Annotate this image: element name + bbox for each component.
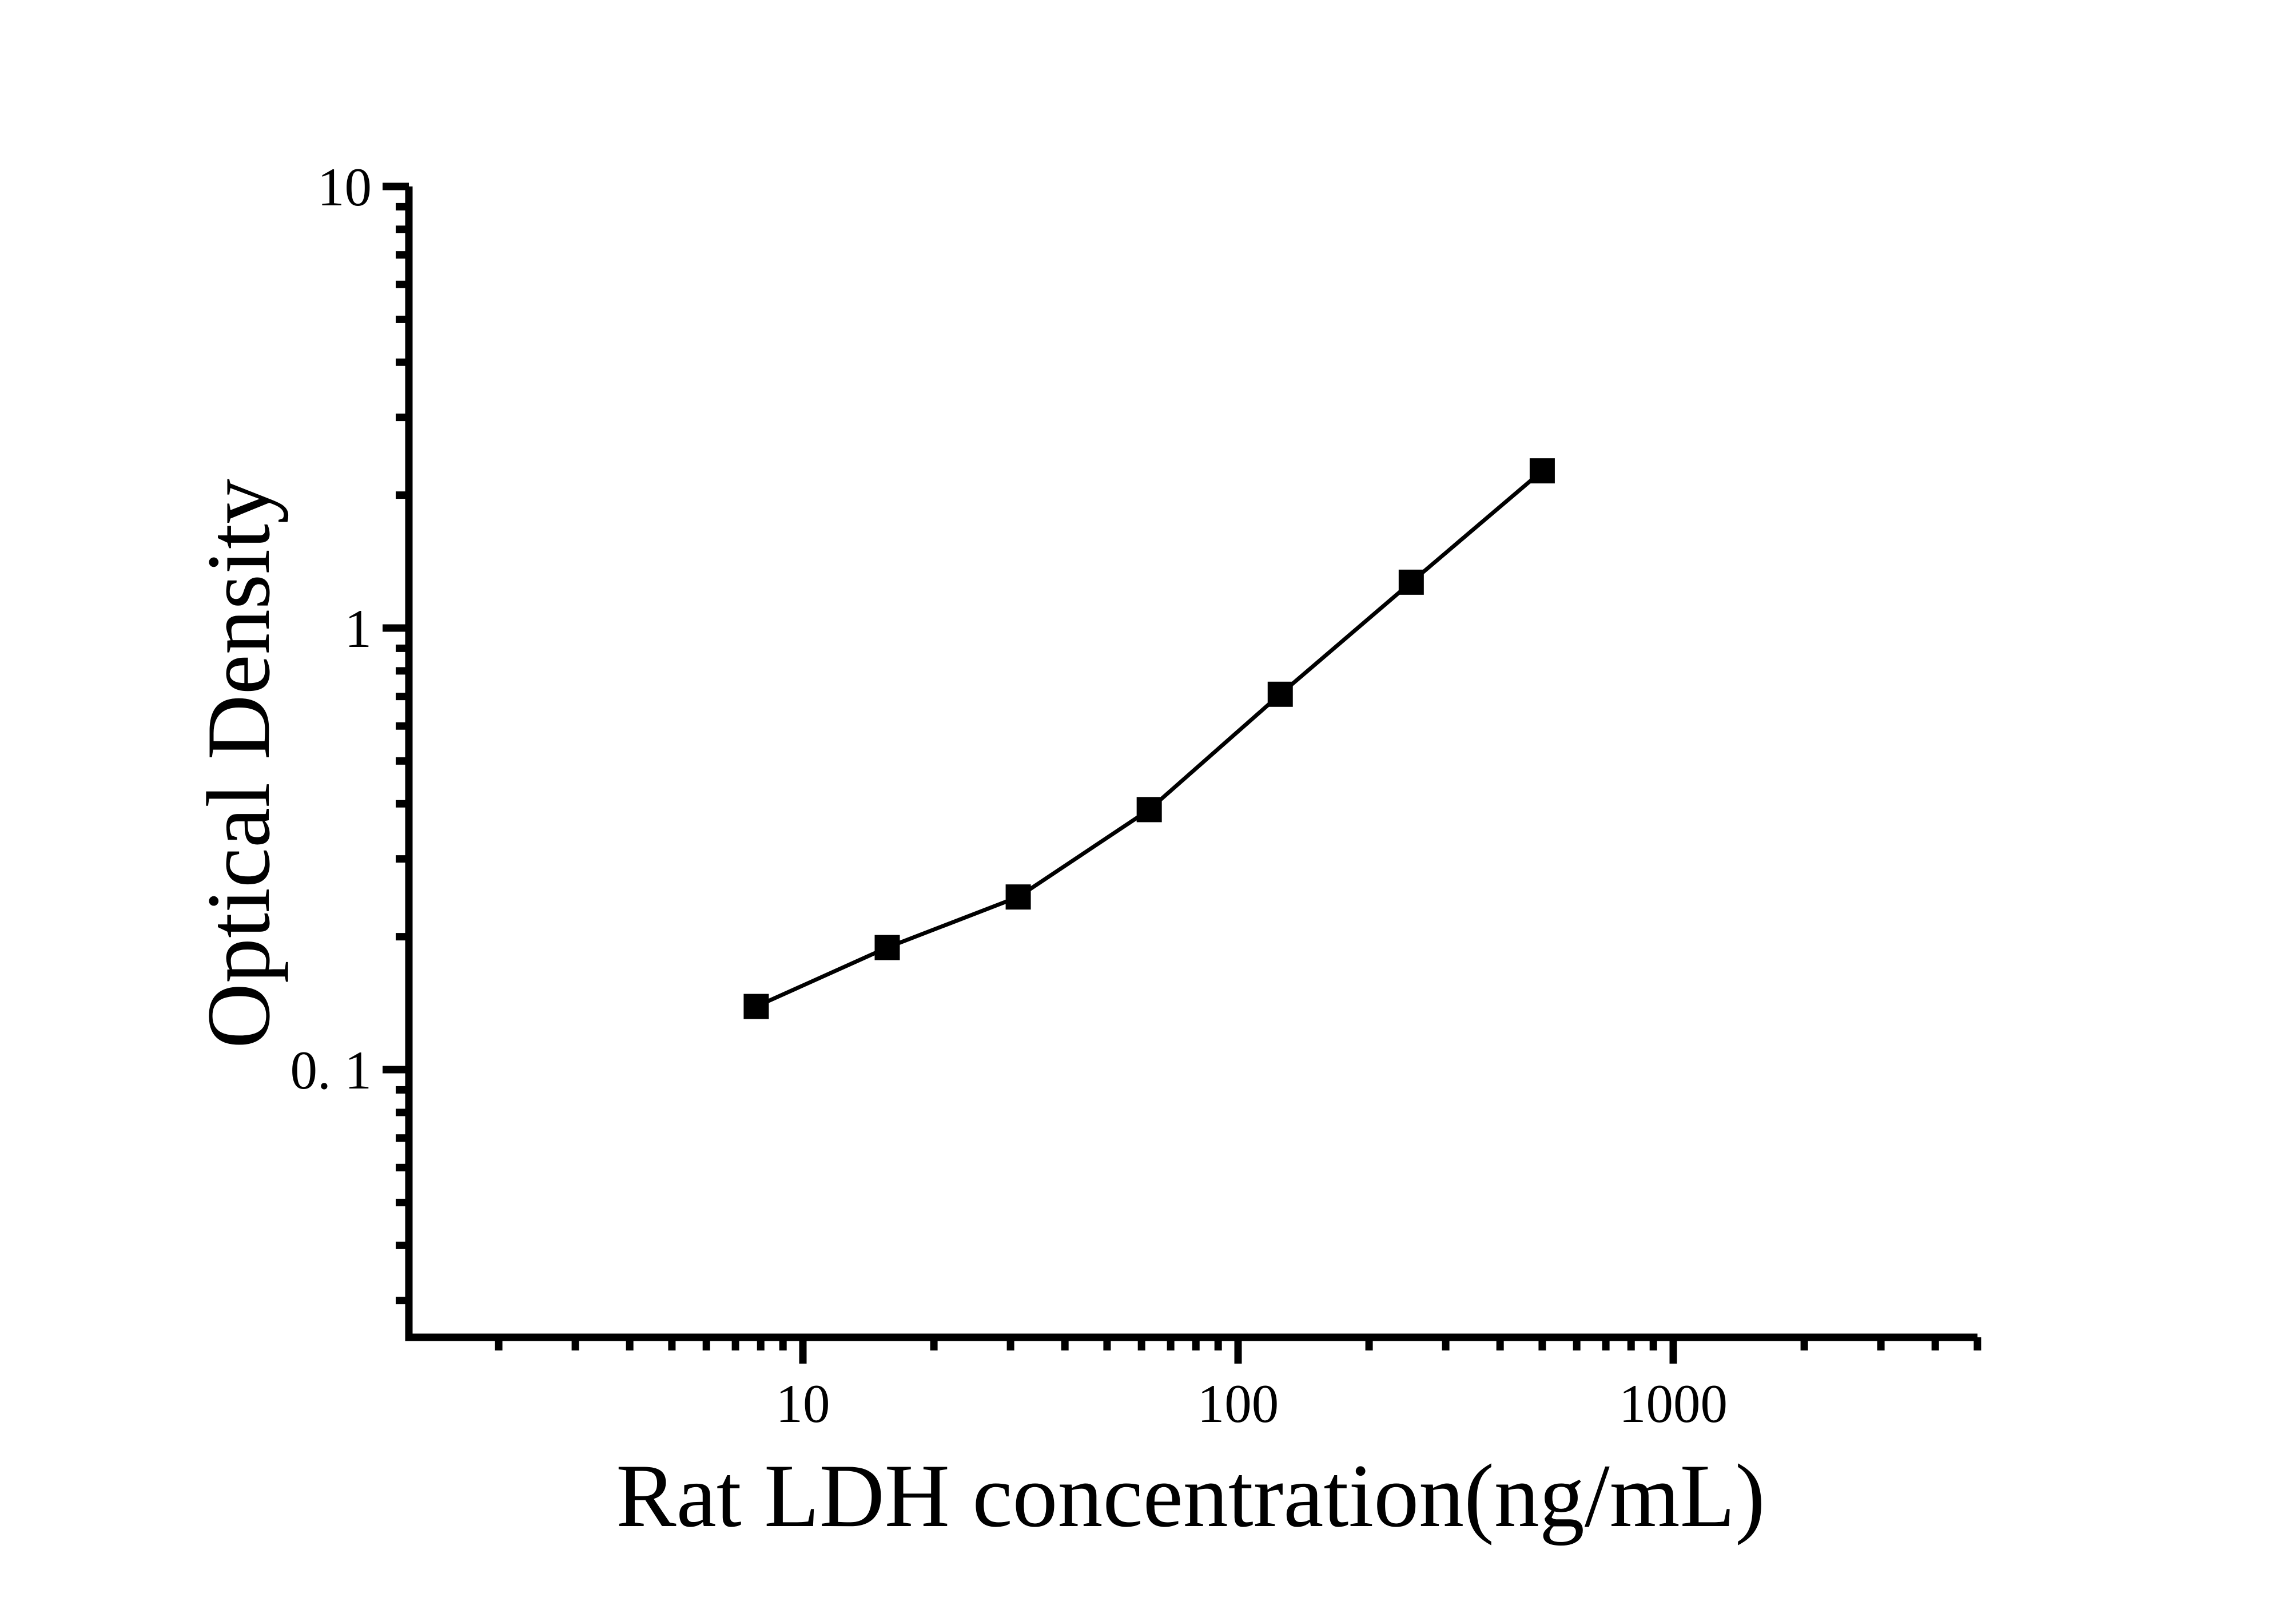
x-tick-label: 1000 [1619, 1373, 1728, 1434]
y-tick-label: 10 [317, 157, 372, 217]
data-point-marker [1529, 458, 1555, 484]
data-point-marker [1398, 569, 1424, 595]
y-tick-label: 1 [345, 598, 372, 659]
x-tick-label: 10 [776, 1373, 830, 1434]
data-point-marker [1005, 884, 1031, 910]
data-point-marker [874, 935, 900, 960]
x-axis-title: Rat LDH concentration(ng/mL) [616, 1446, 1765, 1546]
plot-axes [405, 186, 1977, 1341]
data-point-marker [1136, 797, 1162, 823]
y-tick-label: 0. 1 [291, 1040, 372, 1101]
standard-curve-line [755, 469, 1544, 1008]
data-point-marker [743, 994, 769, 1019]
x-tick-label: 100 [1197, 1373, 1279, 1434]
y-axis-title: Optical Density [189, 479, 289, 1048]
data-point-marker [1267, 681, 1293, 707]
